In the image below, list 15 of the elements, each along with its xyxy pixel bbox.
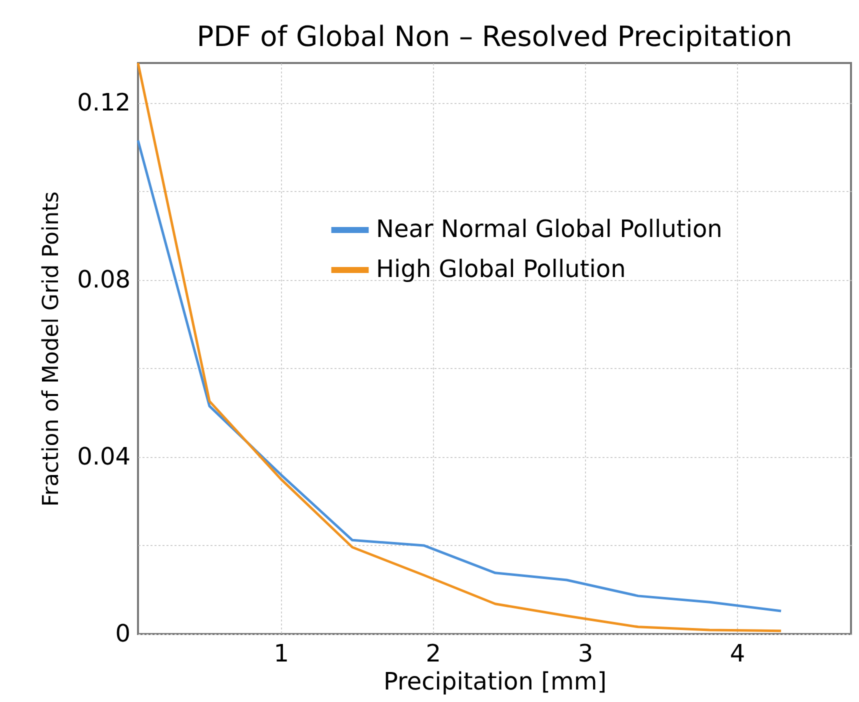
chart-title: PDF of Global Non – Resolved Precipitation [196, 20, 792, 53]
legend-label: Near Normal Global Pollution [376, 215, 722, 243]
y-axis-title: Fraction of Model Grid Points [39, 191, 64, 507]
legend-label: High Global Pollution [376, 255, 626, 283]
x-axis-title: Precipitation [mm] [383, 668, 607, 696]
x-tick-label: 1 [274, 640, 290, 668]
x-tick-label: 4 [730, 640, 746, 668]
line-series [136, 139, 782, 612]
y-tick-label: 0 [115, 620, 130, 648]
x-tick-label: 2 [426, 640, 442, 668]
line-series [136, 62, 782, 632]
y-tick-label: 0.12 [77, 88, 130, 116]
y-tick-label: 0.04 [77, 442, 130, 470]
y-tick-label: 0.08 [77, 265, 130, 294]
x-tick-label: 3 [578, 640, 594, 668]
